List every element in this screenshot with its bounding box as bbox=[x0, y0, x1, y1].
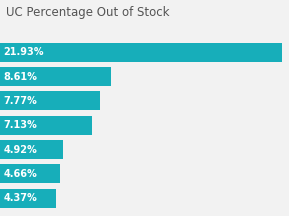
Text: 4.66%: 4.66% bbox=[3, 169, 37, 179]
Text: 21.93%: 21.93% bbox=[3, 47, 44, 57]
Bar bbox=[0, 164, 60, 183]
Text: 8.61%: 8.61% bbox=[3, 71, 37, 82]
Bar bbox=[0, 140, 63, 159]
Text: 7.77%: 7.77% bbox=[3, 96, 37, 106]
Bar bbox=[0, 189, 56, 208]
Text: UC Percentage Out of Stock: UC Percentage Out of Stock bbox=[6, 6, 169, 19]
Text: 7.13%: 7.13% bbox=[3, 120, 37, 130]
Text: 4.37%: 4.37% bbox=[3, 193, 37, 203]
Bar bbox=[0, 67, 111, 86]
Bar bbox=[0, 91, 100, 110]
Text: 4.92%: 4.92% bbox=[3, 145, 37, 155]
Bar bbox=[0, 116, 92, 135]
Bar bbox=[0, 43, 282, 62]
